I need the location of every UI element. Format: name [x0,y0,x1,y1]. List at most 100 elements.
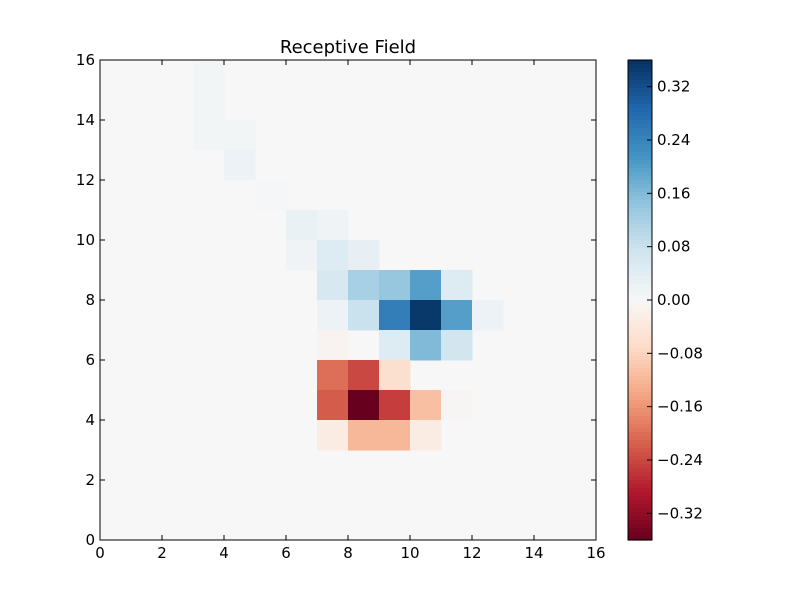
y-tick-label: 10 [76,231,95,249]
colorbar-segment [628,224,652,229]
heatmap-cell [348,240,380,271]
colorbar-segment [628,408,652,413]
colorbar-segment [628,396,652,401]
colorbar-segment [628,260,652,265]
colorbar-segment [628,292,652,297]
colorbar-segment [628,412,652,417]
x-tick-label: 0 [95,544,105,562]
colorbar-segment [628,344,652,349]
colorbar-segment [628,348,652,353]
colorbar-segment [628,236,652,241]
colorbar-segment [628,312,652,317]
colorbar-segment [628,184,652,189]
colorbar-segment [628,360,652,365]
colorbar-segment [628,432,652,437]
axes-layer: 0 2 4 6 8 10 12 14 16 0 2 4 6 8 10 12 14 16 [76,51,606,562]
colorbar-segment [628,476,652,481]
colorbar-segment [628,248,652,253]
colorbar-segment [628,176,652,181]
colorbar-segment [628,492,652,497]
heatmap-cell [348,300,380,331]
colorbar-segment [628,60,652,65]
colorbar-tick-label: 0.16 [657,184,690,202]
colorbar-segment [628,124,652,129]
colorbar-segment [628,444,652,449]
heatmap-cell [317,210,349,241]
heatmap-cell [441,270,473,301]
heatmap-cell [317,270,349,301]
colorbar-segment [628,80,652,85]
colorbar-segment [628,308,652,313]
colorbar-segment [628,168,652,173]
colorbar-segment [628,164,652,169]
colorbar-tick-label: 0.24 [657,131,690,149]
colorbar-segment [628,436,652,441]
colorbar-segment [628,196,652,201]
colorbar-segment [628,456,652,461]
colorbar-tick-label: −0.08 [657,344,703,362]
colorbar-segment [628,300,652,305]
colorbar-segment [628,372,652,377]
colorbar-segment [628,484,652,489]
colorbar-segment [628,84,652,89]
colorbar-segment [628,380,652,385]
heatmap-cell [193,90,225,121]
colorbar-segment [628,252,652,257]
y-tick-label: 16 [76,51,95,69]
colorbar-segment [628,460,652,465]
heatmap-cell [441,390,473,421]
colorbar-segment [628,88,652,93]
heatmap-cell [379,420,411,451]
colorbar-tick-label: −0.24 [657,451,703,469]
colorbar-segment [628,132,652,137]
heatmap-cell [224,150,256,181]
colorbar-segment [628,384,652,389]
colorbar-segment [628,244,652,249]
colorbar-segment [628,368,652,373]
colorbar-segment [628,376,652,381]
colorbar-segment [628,452,652,457]
colorbar-segment [628,512,652,517]
heatmap-cell [410,390,442,421]
colorbar: 0.32 0.24 0.16 0.08 0.00 −0.08 −0.16 −0.24 −0.32 [627,59,703,541]
colorbar-segment [628,264,652,269]
colorbar-tick-label: −0.16 [657,398,703,416]
colorbar-segment [628,116,652,121]
colorbar-segment [628,92,652,97]
colorbar-segment [628,416,652,421]
colorbar-segment [628,472,652,477]
heatmap-cell [317,420,349,451]
heatmap-cell [348,270,380,301]
colorbar-segment [628,536,652,541]
x-tick-label: 10 [400,544,419,562]
colorbar-segment [628,524,652,529]
colorbar-segment [628,68,652,73]
heatmap-cell [441,330,473,361]
colorbar-segment [628,336,652,341]
colorbar-segment [628,284,652,289]
colorbar-segment [628,328,652,333]
heatmap-cell [410,330,442,361]
colorbar-segment [628,140,652,145]
heatmap-cell [193,120,225,151]
colorbar-segment [628,156,652,161]
colorbar-segment [628,304,652,309]
colorbar-segment [628,280,652,285]
colorbar-segment [628,216,652,221]
colorbar-segment [628,440,652,445]
heatmap-cell [317,390,349,421]
colorbar-segment [628,428,652,433]
colorbar-segment [628,144,652,149]
heatmap-cell [224,120,256,151]
x-tick-label: 4 [219,544,229,562]
y-tick-label: 12 [76,171,95,189]
x-tick-label: 12 [462,544,481,562]
x-tick-label: 6 [281,544,291,562]
colorbar-segment [628,480,652,485]
colorbar-tick-label: −0.32 [657,504,703,522]
colorbar-segment [628,108,652,113]
colorbar-segment [628,508,652,513]
heatmap-cell [441,300,473,331]
colorbar-segment [628,500,652,505]
heatmap-cell [286,240,318,271]
